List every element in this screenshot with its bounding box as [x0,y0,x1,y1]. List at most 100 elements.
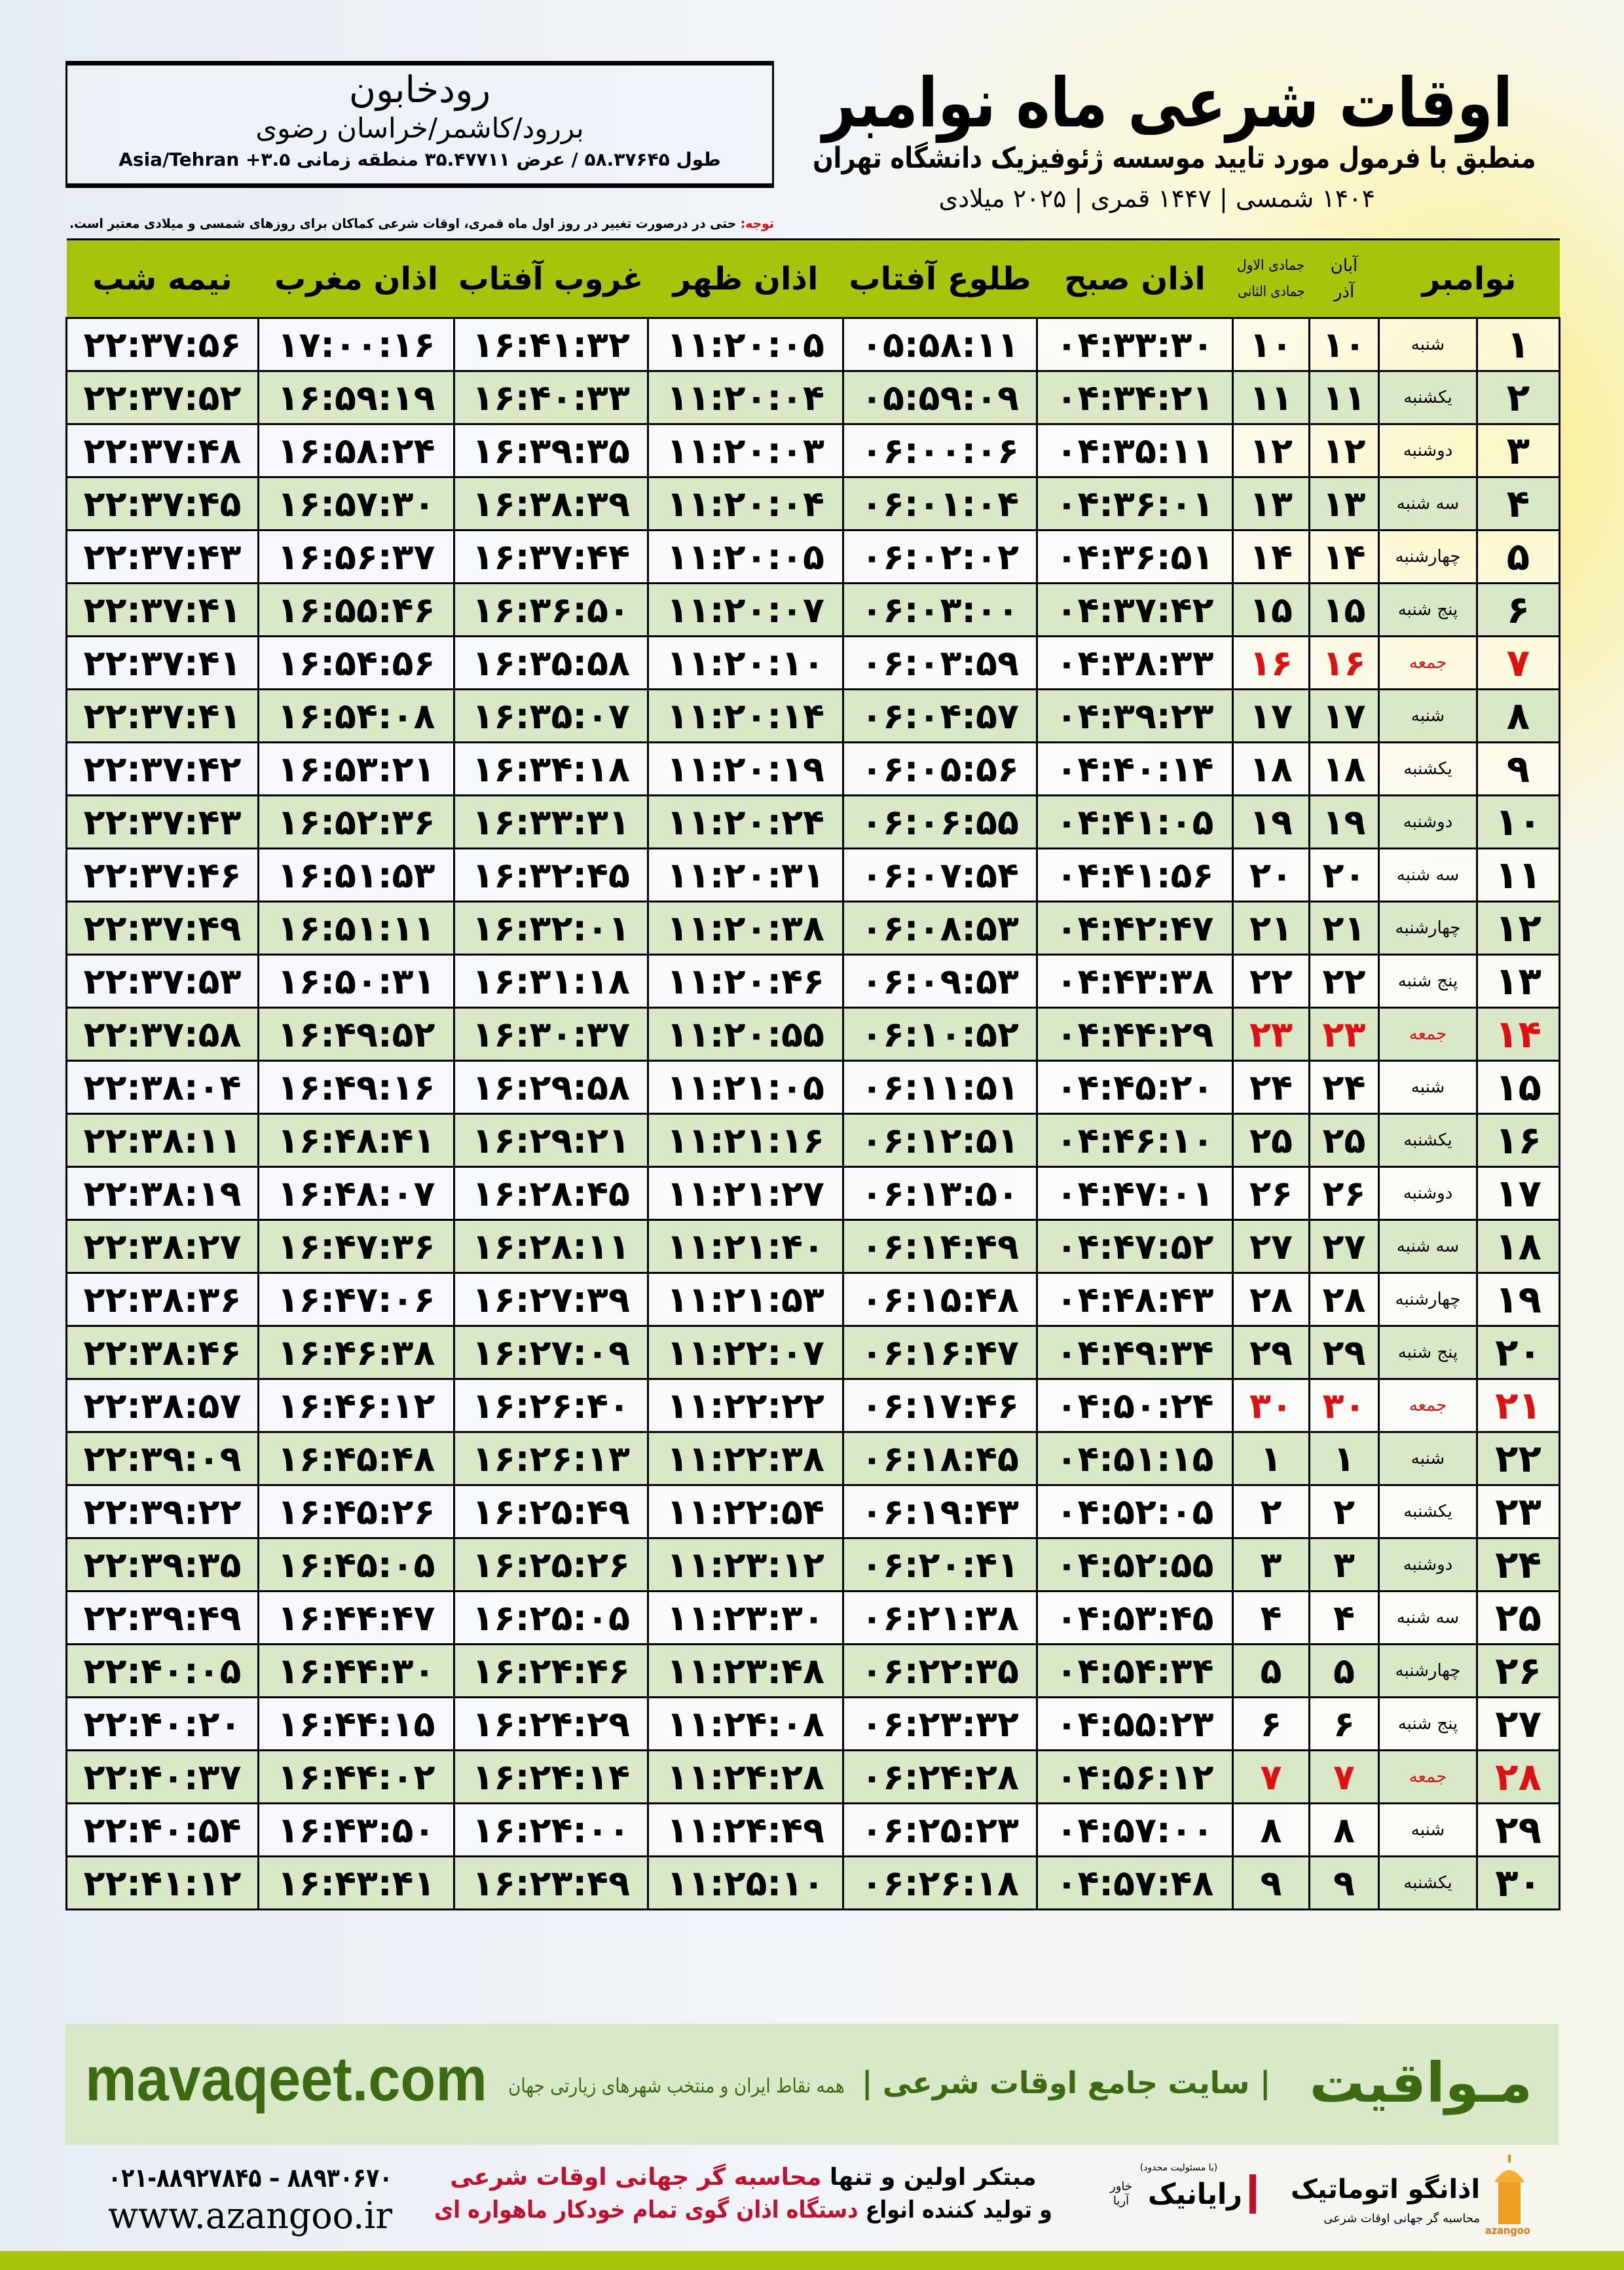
qamari-day-cell: ۲۱ [1249,907,1293,949]
tolu-time-cell: ۰۶:۲۴:۲۸ [861,1756,1019,1798]
tolu-time-cell: ۰۶:۰۷:۵۴ [861,854,1019,896]
city-name: رودخابون [348,69,491,111]
tolu-time-cell: ۰۶:۲۱:۳۸ [861,1597,1019,1639]
table-row: ۲۷ پنج شنبه ۶ ۶ ۰۴:۵۵:۲۳ ۰۶:۲۳:۳۲ ۱۱:۲۴:۰۸ ۱۶:۲… [65,1696,1560,1751]
zohr-time-cell: ۱۱:۲۳:۱۲ [667,1544,824,1586]
shamsi-day-cell: ۲۲ [1322,960,1366,1002]
rayanik-name: رایانیک [1148,2177,1242,2211]
ghorub-time-cell: ۱۶:۲۵:۲۶ [472,1544,630,1586]
maghrib-time-cell: ۱۶:۵۱:۵۳ [277,854,435,896]
location-box: رودخابون بررود/کاشمر/خراسان رضوی طول ۵۸.… [65,61,774,188]
shamsi-day-cell: ۲۵ [1322,1119,1366,1161]
weekday-cell: دوشنبه [1403,1555,1453,1574]
zohr-time-cell: ۱۱:۲۰:۵۵ [667,1013,824,1055]
qamari-day-cell: ۲۸ [1249,1278,1293,1320]
nimeh-time-cell: ۲۲:۳۷:۴۹ [83,907,242,949]
maghrib-time-cell: ۱۶:۵۹:۱۹ [277,377,435,419]
mavaqeet-url[interactable]: mavaqeet.com [85,2044,487,2114]
maghrib-time-cell: ۱۶:۴۹:۱۶ [277,1066,435,1108]
maghrib-time-cell: ۱۶:۴۴:۰۲ [277,1756,435,1798]
sobh-time-cell: ۰۴:۵۲:۰۵ [1056,1491,1214,1533]
weekday-cell: چهارشنبه [1395,547,1461,567]
ghorub-time-cell: ۱۶:۲۴:۱۴ [472,1756,630,1798]
qamari-day-cell: ۵ [1260,1650,1282,1692]
day-cell: ۱۶ [1495,1118,1541,1163]
weekday-cell: جمعه [1409,653,1447,673]
nimeh-time-cell: ۲۲:۳۸:۵۷ [83,1385,242,1426]
weekday-cell: پنج شنبه [1397,1714,1458,1734]
zohr-time-cell: ۱۱:۲۴:۴۹ [667,1809,824,1851]
sobh-time-cell: ۰۴:۴۳:۳۸ [1056,960,1214,1002]
table-row: ۱۱ سه شنبه ۲۰ ۲۰ ۰۴:۴۱:۵۶ ۰۶:۰۷:۵۴ ۱۱:۲۰:۳۱ ۱۶:… [65,847,1560,902]
ghorub-time-cell: ۱۶:۴۰:۳۳ [472,377,630,419]
maghrib-time-cell: ۱۶:۴۴:۱۵ [277,1703,435,1745]
weekday-cell: سه شنبه [1396,865,1460,885]
zohr-time-cell: ۱۱:۲۳:۴۸ [667,1650,824,1692]
tolu-time-cell: ۰۶:۲۶:۱۸ [861,1862,1019,1904]
table-row: ۱۴ جمعه ۲۳ ۲۳ ۰۴:۴۴:۲۹ ۰۶:۱۰:۵۲ ۱۱:۲۰:۵۵ ۱۶:۳۰:… [65,1007,1560,1062]
day-cell: ۲۴ [1495,1542,1541,1587]
nimeh-time-cell: ۲۲:۳۹:۳۵ [83,1544,242,1586]
sobh-time-cell: ۰۴:۵۱:۱۵ [1056,1438,1214,1479]
page-title: اوقات شرعی ماه نوامبر [822,63,1513,143]
zohr-time-cell: ۱۱:۲۰:۰۴ [667,483,824,525]
ghorub-time-cell: ۱۶:۲۴:۰۰ [472,1809,630,1851]
shamsi-day-cell: ۱۴ [1322,536,1366,578]
shamsi-day-cell: ۸ [1333,1809,1355,1851]
maghrib-time-cell: ۱۶:۴۶:۱۲ [277,1385,435,1426]
promo-line1-a: مبتکر اولین و تنها [821,2164,1037,2191]
nimeh-time-cell: ۲۲:۳۸:۱۱ [83,1119,242,1161]
nimeh-time-cell: ۲۲:۳۸:۴۶ [83,1331,242,1373]
day-cell: ۲۷ [1495,1702,1541,1746]
zohr-time-cell: ۱۱:۲۰:۱۴ [667,695,824,737]
promo-line2-b: دستگاه اذان گوی تمام خودکار ماهواره ای [434,2197,858,2223]
shamsi-day-cell: ۱۸ [1322,748,1366,790]
shamsi-day-cell: ۲۷ [1322,1225,1366,1267]
header-qamari: جمادی الاول جمادی الثانی [1232,238,1310,319]
ghorub-time-cell: ۱۶:۴۱:۳۲ [472,324,630,365]
shamsi-day-cell: ۱ [1333,1438,1355,1479]
maghrib-time-cell: ۱۶:۵۳:۲۱ [277,748,435,790]
tolu-time-cell: ۰۶:۲۵:۲۳ [861,1809,1019,1851]
weekday-cell: یکشنبه [1403,1873,1452,1893]
weekday-cell: دوشنبه [1403,1183,1453,1203]
table-row: ۱۵ شنبه ۲۴ ۲۴ ۰۴:۴۵:۲۰ ۰۶:۱۱:۵۱ ۱۱:۲۱:۰۵ ۱۶:۲۹:… [65,1060,1560,1115]
zohr-time-cell: ۱۱:۲۲:۳۸ [667,1438,824,1479]
table-row: ۸ شنبه ۱۷ ۱۷ ۰۴:۳۹:۲۳ ۰۶:۰۴:۵۷ ۱۱:۲۰:۱۴ ۱۶:۳۵:۰… [65,688,1560,743]
table-row: ۳۰ یکشنبه ۹ ۹ ۰۴:۵۷:۴۸ ۰۶:۲۶:۱۸ ۱۱:۲۵:۱۰ ۱۶:۲۳:… [65,1855,1560,1910]
tolu-time-cell: ۰۵:۵۹:۰۹ [861,377,1019,419]
nimeh-time-cell: ۲۲:۳۷:۴۳ [83,801,242,843]
table-row: ۱۸ سه شنبه ۲۷ ۲۷ ۰۴:۴۷:۵۲ ۰۶:۱۴:۴۹ ۱۱:۲۱:۴۰ ۱۶:… [65,1219,1560,1274]
ghorub-time-cell: ۱۶:۳۲:۴۵ [472,854,630,896]
azangoo-website[interactable]: www.azangoo.ir [108,2195,393,2237]
table-row: ۳ دوشنبه ۱۲ ۱۲ ۰۴:۳۵:۱۱ ۰۶:۰۰:۰۶ ۱۱:۲۰:۰۳ ۱۶:۳۹… [65,423,1560,478]
ghorub-time-cell: ۱۶:۲۶:۴۰ [472,1385,630,1426]
rayanik-note: (با مسئولیت محدود) [1139,2163,1218,2173]
tolu-time-cell: ۰۶:۱۹:۴۳ [861,1491,1019,1533]
table-row: ۲۵ سه شنبه ۴ ۴ ۰۴:۵۳:۴۵ ۰۶:۲۱:۳۸ ۱۱:۲۳:۳۰ ۱۶:۲۵… [65,1590,1560,1645]
qamari-day-cell: ۱۷ [1249,695,1293,737]
maghrib-time-cell: ۱۶:۵۱:۱۱ [277,907,435,949]
table-row: ۴ سه شنبه ۱۳ ۱۳ ۰۴:۳۶:۰۱ ۰۶:۰۱:۰۴ ۱۱:۲۰:۰۴ ۱۶:۳… [65,476,1560,531]
header-nimeh: نیمه شب [92,260,232,297]
tolu-time-cell: ۰۶:۰۳:۰۰ [861,589,1019,631]
ghorub-time-cell: ۱۶:۳۲:۰۱ [472,907,630,949]
qamari-day-cell: ۱۸ [1249,748,1293,790]
qamari-day-cell: ۱۰ [1249,324,1293,365]
header-shamsi-bottom: آذر [1333,282,1355,302]
table-row: ۲۹ شنبه ۸ ۸ ۰۴:۵۷:۰۰ ۰۶:۲۵:۲۳ ۱۱:۲۴:۴۹ ۱۶:۲۴:۰۰… [65,1802,1560,1857]
table-row: ۱۳ پنج شنبه ۲۲ ۲۲ ۰۴:۴۳:۳۸ ۰۶:۰۹:۵۳ ۱۱:۲۰:۴۶ ۱۶… [65,954,1560,1009]
promo-line1-b: محاسبه گر جهانی اوقات شرعی [450,2164,822,2191]
qamari-day-cell: ۲۶ [1249,1172,1293,1214]
day-cell: ۲۰ [1495,1330,1541,1375]
day-cell: ۲۱ [1495,1383,1541,1428]
day-cell: ۵ [1506,534,1530,579]
sobh-time-cell: ۰۴:۴۶:۱۰ [1056,1119,1214,1161]
day-cell: ۱۱ [1495,853,1541,897]
table-row: ۵ چهارشنبه ۱۴ ۱۴ ۰۴:۳۶:۵۱ ۰۶:۰۲:۰۲ ۱۱:۲۰:۰۵ ۱۶:… [65,529,1560,584]
table-row: ۹ یکشنبه ۱۸ ۱۸ ۰۴:۴۰:۱۴ ۰۶:۰۵:۵۶ ۱۱:۲۰:۱۹ ۱۶:۳۴… [65,741,1560,796]
day-cell: ۲ [1506,375,1530,420]
sobh-time-cell: ۰۴:۳۳:۳۰ [1056,324,1214,365]
header-zohr: اذان ظهر [673,260,819,297]
sobh-time-cell: ۰۴:۴۷:۵۲ [1056,1225,1214,1267]
